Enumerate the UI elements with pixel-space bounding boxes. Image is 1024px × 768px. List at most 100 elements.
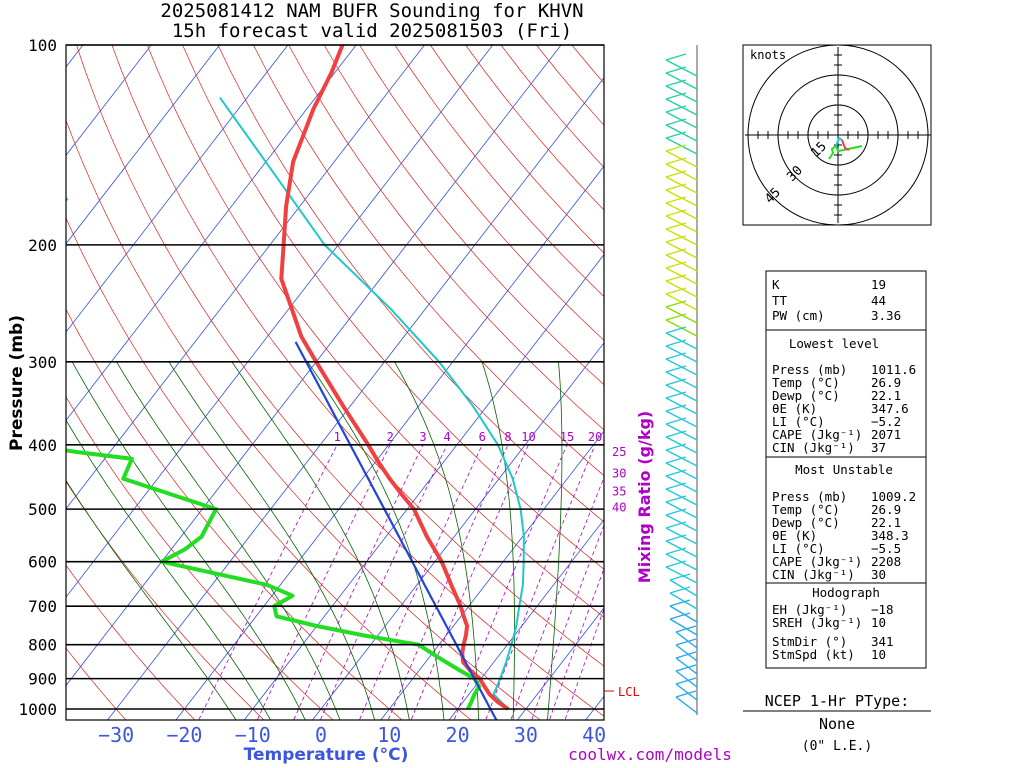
index-value: −5.2 [871,414,901,429]
hodograph-trace-upper [841,139,850,151]
wind-barb-flag [665,92,687,100]
mixing-ratio-label: 10 [521,430,535,444]
wind-barb-flag [665,300,687,308]
index-value: −5.5 [871,541,901,556]
index-label: θE (K) [772,401,817,416]
isotherm-line [516,607,604,720]
index-value: 1009.2 [871,489,916,504]
temperature-tick-label: 40 [582,723,606,747]
wind-barb-flag [675,690,697,698]
wind-barb-flag [675,625,697,633]
wind-barb-flag [665,547,687,555]
isotherm-line [448,518,604,720]
pressure-tick-labels: 100 200 300 400 500 600 700 800 900 1000 [18,36,57,719]
moist-adiabat [71,361,306,720]
wind-barb [669,579,698,597]
hodograph-trace-mid [835,136,843,147]
index-tt-label: TT [772,293,788,308]
wind-barb-flag [665,404,687,412]
dry-adiabat [76,45,604,717]
temperature-tick-label: −30 [98,723,134,747]
index-value: 10 [871,647,886,662]
mixing-ratio-label: 20 [588,430,602,444]
mixing-ratio-line [293,444,424,720]
isotherm-line [66,45,357,422]
wind-barb-flag [665,430,687,438]
index-value: 2071 [871,427,901,442]
wind-barb-flag [665,469,687,477]
hodograph: knots 15 30 45 [742,44,932,226]
wind-barb-flag [665,144,687,152]
wind-barb-flag [675,638,697,646]
x-axis-label: Temperature (°C) [244,745,409,765]
wind-barb-flag [665,482,687,490]
index-value: 22.1 [871,388,901,403]
index-value: 10 [871,615,886,630]
isotherm-line [66,45,562,687]
lcl-label: LCL [618,685,640,699]
index-value: 341 [871,634,894,649]
index-pw-label: PW (cm) [772,308,825,323]
wind-barb [675,696,698,714]
mixing-ratio-line [510,476,604,720]
chart-title-line2: 15h forecast valid 2025081503 (Fri) [172,20,572,42]
index-label: Press (mb) [772,362,847,377]
wind-barb [675,683,698,701]
pressure-tick-label: 100 [28,36,57,55]
moist-adiabat [66,419,272,720]
temperature-tick-label: 30 [514,723,538,747]
temperature-tick-label: 20 [446,723,470,747]
dry-adiabat [182,45,604,570]
pressure-tick-label: 400 [28,436,57,455]
chart-title-line1: 2025081412 NAM BUFR Sounding for KHVN [160,0,583,22]
dry-adiabat [288,45,604,431]
wind-barb-flag [665,131,687,139]
moist-adiabat [66,479,237,720]
plot-frame [65,44,605,721]
index-label: CAPE (Jkg⁻¹) [772,427,862,442]
isotherm-line [66,45,289,333]
wind-barb-flag [665,313,687,321]
index-pw-value: 3.36 [871,308,901,323]
section-heading-hodograph: Hodograph [812,585,880,600]
isobars [66,44,604,710]
wind-barb-flag [665,209,687,217]
index-value: 348.3 [871,528,909,543]
isotherm-line [107,77,604,720]
index-k-label: K [772,277,780,292]
mixing-ratio-labels: 1 2 3 4 6 8 10 15 20 25 30 35 40 [334,430,627,515]
index-value: 37 [871,440,886,455]
wind-barbs [665,53,698,714]
dry-adiabat [66,564,196,720]
wind-barb-flag [665,53,687,61]
mixing-ratio-label: 8 [504,430,511,444]
dry-adiabat [430,45,604,254]
mixing-ratio-line [453,444,568,720]
moist-adiabat [307,361,445,720]
section-heading-unstable: Most Unstable [795,462,893,477]
sounding-series [66,45,525,720]
mixing-ratio-line [564,607,604,720]
index-value: 26.9 [871,375,901,390]
index-k-value: 19 [871,277,886,292]
wind-barb-flag [665,66,687,74]
temperature-tick-labels: −30 −20 −10 0 10 20 30 40 [98,723,606,747]
wind-barb [675,644,698,662]
dry-adiabat [111,45,604,667]
mixing-ratio-label: 2 [387,430,394,444]
moist-adiabat [168,361,376,720]
series-dewpoint [66,196,482,710]
index-label: StmSpd (kt) [772,647,855,662]
wind-barb-flag [665,261,687,269]
wind-barb-flag [665,378,687,386]
wind-barb-flag [665,560,687,568]
index-label: EH (Jkg⁻¹) [772,602,847,617]
wind-barb-flag [669,612,691,620]
index-label: Press (mb) [772,489,847,504]
pressure-tick-label: 600 [28,553,57,572]
hodograph-axes [745,44,931,226]
section-lowest-level: Press (mb) 1011.6 Temp (°C) 26.9 Dewp (°C) 22… [772,362,916,455]
index-label: CIN (Jkg⁻¹) [772,440,855,455]
index-label: Dewp (°C) [772,515,840,530]
index-label: Temp (°C) [772,502,840,517]
